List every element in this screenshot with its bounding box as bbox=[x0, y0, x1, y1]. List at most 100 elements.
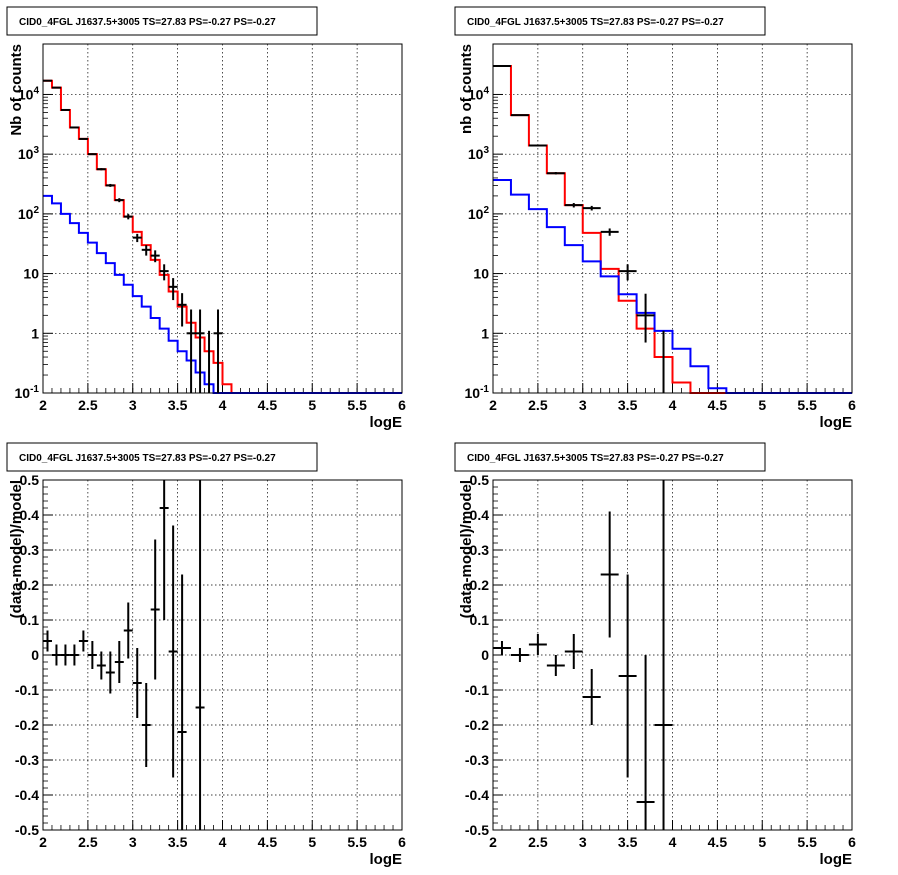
data-point bbox=[213, 309, 223, 393]
data-point bbox=[78, 137, 88, 140]
y-tick-label: 104 bbox=[468, 85, 490, 102]
data-point bbox=[528, 634, 547, 655]
data-point bbox=[78, 630, 88, 652]
data-point bbox=[636, 293, 655, 343]
x-tick-label: 2.5 bbox=[78, 397, 98, 413]
x-tick-label: 6 bbox=[848, 834, 856, 850]
data-point bbox=[60, 108, 70, 111]
y-tick-label: 1 bbox=[31, 325, 39, 341]
y-axis-label: Nb of counts bbox=[8, 44, 25, 136]
x-tick-label: 5.5 bbox=[797, 834, 817, 850]
x-tick-label: 5 bbox=[308, 397, 316, 413]
y-tick-label: -0.3 bbox=[15, 752, 39, 768]
y-tick-label: -0.1 bbox=[465, 682, 489, 698]
x-axis-label: logE bbox=[820, 414, 853, 431]
y-tick-label: 1 bbox=[481, 325, 489, 341]
y-tick-label: 102 bbox=[468, 205, 490, 222]
chart-title: CID0_4FGL J1637.5+3005 TS=27.83 PS=-0.27… bbox=[467, 453, 724, 464]
data-point bbox=[493, 641, 511, 655]
y-tick-label: -0.5 bbox=[465, 822, 489, 838]
y-tick-label: 102 bbox=[18, 205, 40, 222]
x-tick-label: 2 bbox=[39, 397, 47, 413]
data-point bbox=[159, 480, 169, 620]
y-axis-label: (data-model)/model bbox=[458, 480, 475, 618]
y-tick-label: 104 bbox=[18, 85, 40, 102]
plot-frame bbox=[42, 479, 403, 831]
data-point bbox=[150, 539, 160, 680]
data-point bbox=[51, 644, 61, 666]
y-tick-label: 0 bbox=[31, 647, 39, 663]
x-tick-label: 2 bbox=[489, 397, 497, 413]
x-axis-label: logE bbox=[820, 851, 853, 868]
data-point bbox=[132, 648, 142, 718]
data-point bbox=[618, 574, 637, 778]
x-tick-label: 3 bbox=[129, 834, 137, 850]
chart-title-box: CID0_4FGL J1637.5+3005 TS=27.83 PS=-0.27… bbox=[6, 442, 318, 472]
data-point bbox=[159, 264, 169, 281]
title-box-frame bbox=[454, 6, 766, 36]
data-point bbox=[114, 198, 124, 203]
data-point bbox=[114, 641, 124, 683]
x-tick-label: 4 bbox=[669, 397, 677, 413]
y-tick-label: 0.2 bbox=[470, 577, 490, 593]
y-tick-label: 0.4 bbox=[470, 507, 490, 523]
data-point bbox=[177, 574, 187, 830]
y-axis-label: (data-model)/model bbox=[8, 480, 25, 618]
data-point bbox=[168, 278, 178, 301]
data-point bbox=[636, 655, 655, 830]
chart-title-box: CID0_4FGL J1637.5+3005 TS=27.83 PS=-0.27… bbox=[454, 442, 766, 472]
y-tick-label: -0.2 bbox=[15, 717, 39, 733]
x-tick-label: 4.5 bbox=[258, 397, 278, 413]
data-point bbox=[177, 293, 187, 327]
plot-frame bbox=[42, 43, 403, 394]
y-tick-label: -0.5 bbox=[15, 822, 39, 838]
data-point bbox=[510, 648, 529, 662]
data-point bbox=[195, 480, 205, 830]
y-tick-label: 0.3 bbox=[470, 542, 490, 558]
x-tick-label: 6 bbox=[848, 397, 856, 413]
title-box-frame bbox=[6, 442, 318, 472]
y-tick-label: 0.5 bbox=[20, 472, 40, 488]
data-point bbox=[141, 683, 151, 767]
data-point bbox=[546, 172, 565, 175]
data-point bbox=[168, 525, 178, 778]
data-point bbox=[132, 233, 142, 243]
y-tick-label: 0.3 bbox=[20, 542, 40, 558]
chart-panel-4: CID0_4FGL J1637.5+3005 TS=27.83 PS=-0.27… bbox=[454, 442, 856, 868]
data-point bbox=[87, 153, 97, 156]
data-point bbox=[105, 651, 115, 694]
x-tick-label: 5.5 bbox=[797, 397, 817, 413]
x-tick-label: 4.5 bbox=[708, 834, 728, 850]
data-point bbox=[654, 480, 673, 830]
data-point bbox=[123, 214, 133, 220]
y-tick-label: 0.1 bbox=[20, 612, 40, 628]
x-tick-label: 5 bbox=[758, 397, 766, 413]
data-point bbox=[105, 183, 115, 187]
x-tick-label: 4.5 bbox=[708, 397, 728, 413]
y-tick-label: 10 bbox=[23, 266, 39, 282]
x-tick-label: 5 bbox=[308, 834, 316, 850]
x-tick-label: 6 bbox=[398, 834, 406, 850]
x-tick-label: 2.5 bbox=[528, 397, 548, 413]
y-tick-label: -0.3 bbox=[465, 752, 489, 768]
data-point bbox=[96, 168, 106, 171]
x-tick-label: 4 bbox=[219, 397, 227, 413]
data-point bbox=[186, 309, 196, 393]
data-point bbox=[564, 634, 583, 669]
y-tick-label: 0.5 bbox=[470, 472, 490, 488]
data-point bbox=[510, 114, 529, 117]
x-tick-label: 2.5 bbox=[528, 834, 548, 850]
data-point bbox=[546, 655, 565, 676]
x-tick-label: 3.5 bbox=[618, 397, 638, 413]
data-point bbox=[582, 205, 601, 211]
data-point bbox=[60, 644, 70, 666]
x-tick-label: 3.5 bbox=[168, 834, 188, 850]
data-point bbox=[600, 228, 619, 236]
chart-title: CID0_4FGL J1637.5+3005 TS=27.83 PS=-0.27… bbox=[19, 453, 276, 464]
chart-panel-1: CID0_4FGL J1637.5+3005 TS=27.83 PS=-0.27… bbox=[6, 6, 406, 431]
y-tick-label: 103 bbox=[468, 145, 490, 162]
x-tick-label: 4 bbox=[669, 834, 677, 850]
data-point bbox=[69, 126, 79, 129]
x-tick-label: 2.5 bbox=[78, 834, 98, 850]
